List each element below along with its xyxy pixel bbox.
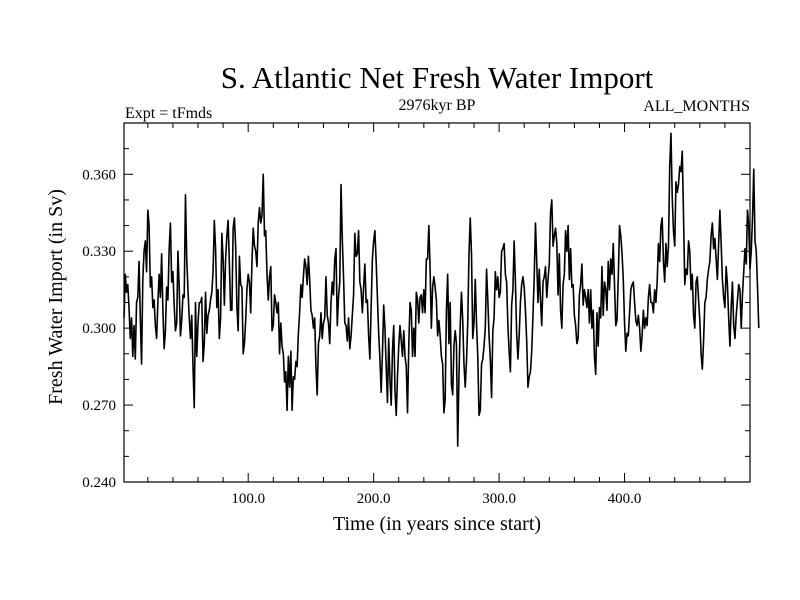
chart-title: S. Atlantic Net Fresh Water Import bbox=[221, 60, 654, 95]
x-axis-label: Time (in years since start) bbox=[333, 513, 541, 535]
fresh-water-import-line bbox=[123, 132, 760, 447]
months-label: ALL_MONTHS bbox=[643, 98, 750, 115]
x-tick-label: 400.0 bbox=[608, 491, 642, 507]
x-tick-label: 200.0 bbox=[357, 491, 391, 507]
y-tick-label: 0.300 bbox=[82, 321, 116, 337]
x-tick-label: 300.0 bbox=[482, 491, 516, 507]
y-axis-label: Fresh Water Import (in Sv) bbox=[45, 189, 67, 405]
x-tick-label: 100.0 bbox=[231, 491, 265, 507]
period-label: 2976kyr BP bbox=[399, 97, 476, 114]
y-tick-label: 0.360 bbox=[82, 167, 116, 183]
y-tick-label: 0.240 bbox=[82, 475, 116, 491]
plot-frame bbox=[123, 122, 751, 483]
y-tick-label: 0.270 bbox=[82, 398, 116, 414]
experiment-label: Expt = tFmds bbox=[125, 105, 212, 122]
axis-tick-labels: 100.0 200.0 300.0 400.0 0.240 0.270 0.300 0.330… bbox=[82, 167, 641, 507]
y-tick-label: 0.330 bbox=[82, 244, 116, 260]
